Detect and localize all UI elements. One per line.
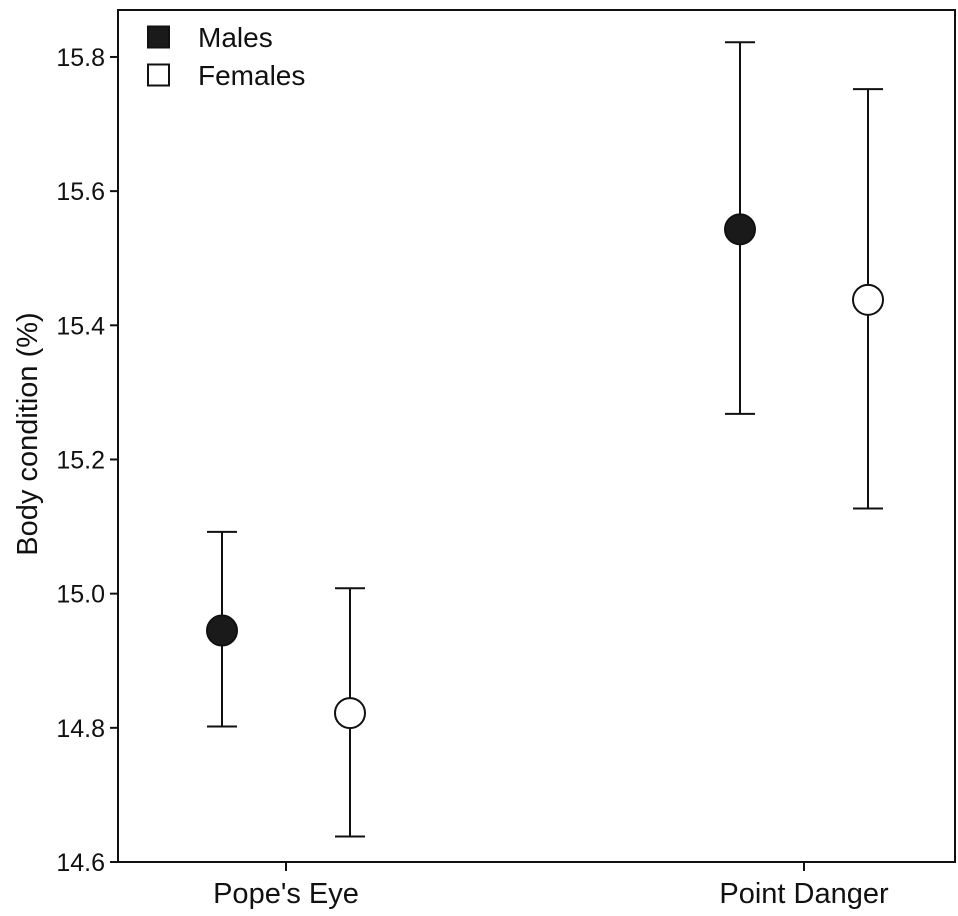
y-axis-label: Body condition (%)	[12, 312, 44, 555]
y-tick-label: 15.0	[56, 581, 105, 609]
male-point	[724, 213, 756, 246]
data-points	[206, 213, 884, 730]
legend-label: Males	[198, 22, 273, 53]
legend-label: Females	[198, 60, 305, 91]
female-point	[852, 283, 884, 316]
legend-swatch	[147, 63, 170, 87]
x-tick-label: Point Danger	[719, 878, 889, 910]
male-point	[206, 614, 238, 647]
error-bars	[207, 41, 883, 838]
y-tick-label: 15.8	[56, 44, 105, 72]
x-tick-label: Pope's Eye	[213, 878, 359, 910]
y-tick-label: 15.2	[56, 446, 105, 474]
y-tick-label: 14.6	[56, 849, 105, 877]
female-point	[334, 697, 366, 730]
legend-swatch	[147, 25, 170, 49]
legend: Males Females	[147, 22, 305, 91]
axes-layer: 14.6 14.8 15.0 15.2 15.4 15.6 15.8 Pope's Eye Po…	[56, 9, 956, 910]
y-tick-label: 15.6	[56, 178, 105, 206]
y-tick-label: 15.4	[56, 312, 105, 340]
y-tick-label: 14.8	[56, 715, 105, 743]
plot-frame	[117, 9, 956, 863]
